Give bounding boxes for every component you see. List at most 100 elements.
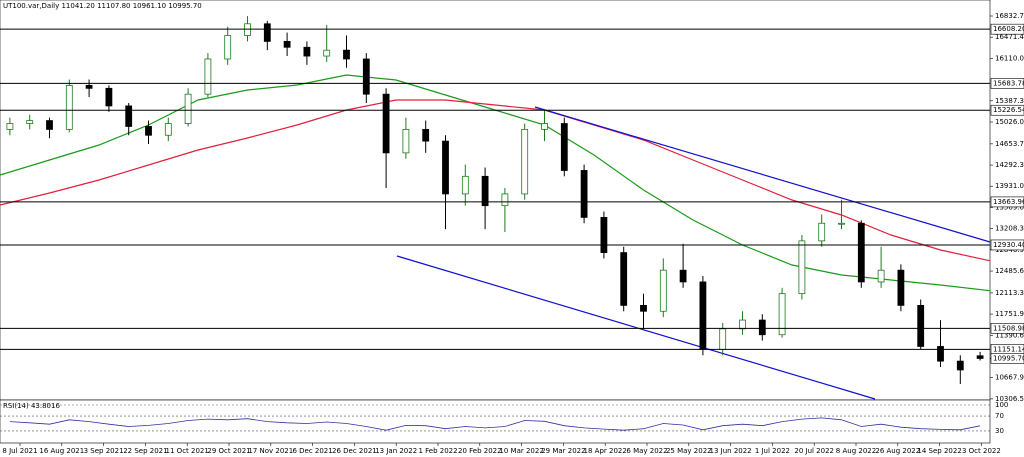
x-tick-label: 10 Mar 2022: [499, 447, 543, 455]
candle-body: [877, 269, 885, 283]
x-tick-label: 6 Dec 2021: [292, 447, 332, 455]
x-tick-label: 17 Nov 2021: [248, 447, 293, 455]
x-tick-label: 1 Feb 2022: [418, 447, 457, 455]
y-tick-label: 11751.95: [995, 310, 1024, 318]
candle-body: [382, 93, 390, 154]
candle-body: [442, 140, 449, 195]
x-tick-label: 11 Oct 2021: [166, 447, 209, 455]
candle-body: [758, 319, 766, 336]
candle-body: [362, 58, 370, 95]
candle-body: [659, 269, 667, 312]
y-tick-label: 14292.35: [995, 161, 1024, 169]
last-price-label: 10995.70: [993, 354, 1024, 362]
y-tick-label: 15387.35: [995, 97, 1024, 105]
candle-body: [46, 120, 53, 130]
y-tick-label: 13208.30: [995, 225, 1024, 233]
candle-body: [65, 84, 73, 130]
candle-body: [164, 123, 172, 136]
y-tick-label: 16471.40: [995, 33, 1024, 41]
candle-body: [481, 175, 489, 207]
level-label-box: [990, 239, 1024, 251]
level-label-box: [990, 78, 1024, 89]
candle-body: [937, 346, 944, 362]
candle-body: [679, 269, 687, 283]
candle-body: [976, 355, 984, 359]
candle-body: [283, 40, 291, 48]
rsi-panel: [0, 399, 991, 444]
rsi-tick-label: 30: [995, 427, 1004, 435]
candle-body: [917, 304, 925, 347]
x-tick-label: 13 Jun 2022: [710, 447, 752, 455]
candle-body: [897, 269, 905, 306]
candle-body: [521, 128, 529, 195]
candle-body: [204, 58, 212, 95]
candle-body: [323, 49, 331, 57]
x-tick-label: 8 Aug 2022: [836, 447, 876, 455]
candle-body: [6, 123, 14, 130]
x-tick-label: 6 May 2022: [626, 447, 667, 455]
candle-body: [224, 35, 232, 60]
moving-average: [0, 99, 991, 262]
candle-body: [798, 240, 806, 295]
candle-body: [343, 49, 350, 60]
price-panel: [0, 0, 991, 401]
candle-body: [541, 123, 548, 130]
rsi-label: RSI(14) 43.8016: [3, 402, 60, 410]
y-tick-label: 12485.60: [995, 267, 1024, 275]
x-tick-label: 16 Aug 2021: [39, 447, 84, 455]
candle-body: [719, 328, 727, 350]
x-tick-label: 20 Jul 2022: [794, 447, 834, 455]
candle-body: [620, 252, 628, 306]
candle-body: [422, 128, 430, 142]
candle-body: [145, 126, 152, 136]
candle-body: [125, 105, 133, 127]
candle-body: [461, 175, 469, 195]
candle-body: [26, 120, 34, 124]
candle-body: [560, 123, 568, 171]
candle-body: [838, 222, 845, 225]
y-tick-label: 13569.65: [995, 203, 1024, 211]
y-tick-label: 16110.05: [995, 54, 1024, 62]
x-tick-label: 25 May 2022: [666, 447, 712, 455]
level-label: 15226.54: [993, 106, 1024, 114]
level-label: 11151.14: [993, 345, 1024, 353]
level-label-box: [990, 23, 1024, 35]
y-tick-label: 14653.70: [995, 140, 1024, 148]
y-tick-label: 12113.30: [995, 289, 1024, 297]
candle-body: [699, 281, 707, 350]
x-tick-label: 3 Oct 2022: [962, 447, 1001, 455]
candle-body: [580, 170, 588, 218]
candle-body: [778, 293, 786, 336]
level-label: 15683.78: [993, 79, 1024, 87]
level-label: 12930.40: [993, 241, 1024, 249]
x-tick-label: 26 Dec 2021: [332, 447, 377, 455]
candle-body: [600, 216, 608, 253]
x-tick-label: 29 Mar 2022: [541, 447, 585, 455]
rsi-tick-label: 100: [995, 401, 1008, 409]
rsi-line: [9, 417, 981, 431]
candle-body: [184, 93, 192, 124]
candle-body: [739, 319, 746, 330]
y-tick-label: 10306.55: [995, 395, 1024, 403]
x-tick-label: 14 Sep 2022: [917, 447, 961, 455]
level-label: 11508.98: [993, 324, 1024, 332]
x-tick-label: 20 Feb 2022: [458, 447, 502, 455]
candle-body: [501, 193, 509, 207]
x-tick-label: 3 Sep 2021: [84, 447, 124, 455]
last-price-box: [990, 353, 1024, 364]
candle-body: [818, 222, 826, 242]
x-tick-label: 29 Oct 2021: [207, 447, 250, 455]
x-tick-label: 18 Apr 2022: [584, 447, 627, 455]
level-label-box: [990, 323, 1024, 334]
trendline-lower: [396, 255, 876, 400]
candle-body: [857, 222, 865, 283]
trendline-upper: [534, 106, 991, 243]
candle-body: [303, 46, 311, 57]
level-label: 13663.96: [993, 198, 1024, 206]
y-tick-label: 15026.00: [995, 118, 1024, 126]
y-tick-label: 13931.00: [995, 182, 1024, 190]
level-label-box: [990, 196, 1024, 208]
y-tick-label: 11390.60: [995, 331, 1024, 339]
chart-title: UT100.var,Daily 11041.20 11107.80 10961.…: [3, 2, 202, 10]
